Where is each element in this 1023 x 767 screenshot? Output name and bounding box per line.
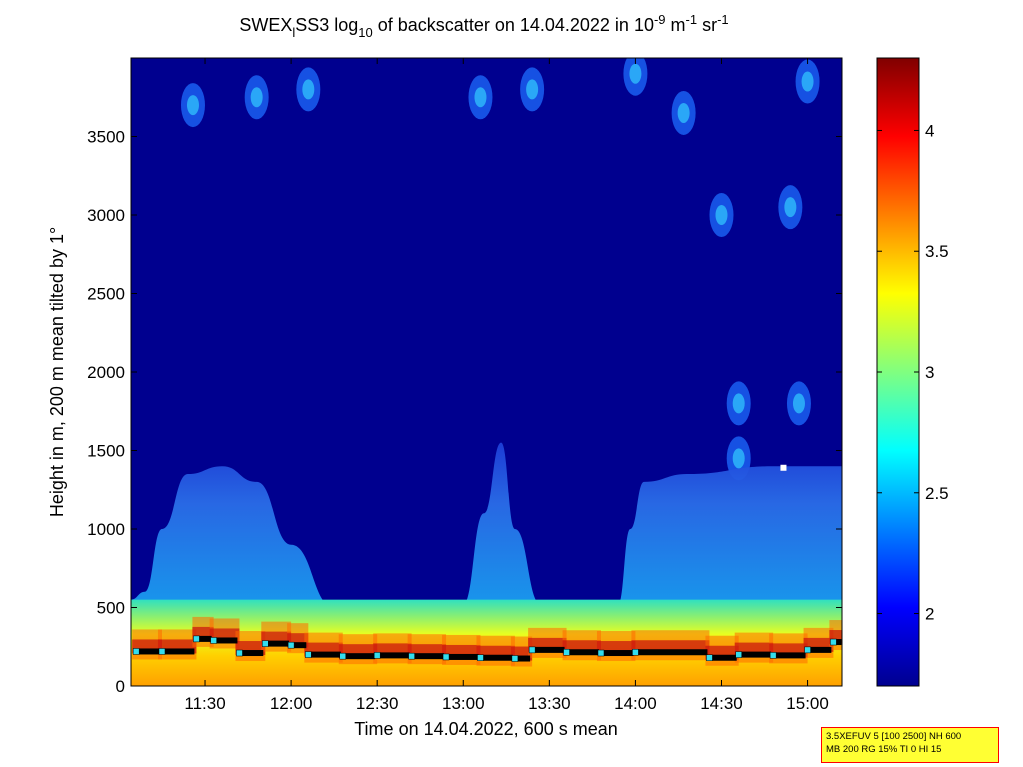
layer-marker	[563, 648, 570, 656]
chart-title: SWEXlSS3 log10 of backscatter on 14.04.2…	[239, 12, 728, 40]
layer-segment	[377, 652, 410, 659]
layer-marker	[597, 649, 605, 657]
y-tick-label: 0	[116, 677, 125, 696]
layer-marker	[132, 648, 140, 655]
layer-segment	[161, 648, 195, 655]
layer-marker	[339, 652, 347, 660]
layer-marker	[262, 640, 269, 647]
colorbar	[876, 57, 920, 687]
colorbar-tick-label: 2	[925, 605, 934, 624]
y-axis: 0 500 1000 1500 2000 2500 3000 3500	[87, 128, 842, 696]
layer-marker	[528, 646, 536, 654]
layer-segment	[480, 654, 513, 661]
cloud-patches	[180, 58, 820, 481]
y-tick-label: 500	[97, 599, 125, 618]
y-tick-label: 1000	[87, 520, 125, 539]
layer-segment	[807, 646, 832, 653]
cloud-patch-core	[302, 79, 315, 100]
cloud-patch-core	[629, 63, 642, 84]
layer-segment	[239, 650, 264, 657]
y-axis-label: Height in m, 200 m mean tilted by 1°	[47, 227, 67, 517]
layer-segment	[342, 653, 376, 660]
cloud-patch-core	[677, 102, 690, 123]
y-tick-label: 3500	[87, 128, 125, 147]
layer-segment	[291, 642, 307, 649]
cloud-patch-core	[801, 71, 814, 92]
cloud-patch-core	[732, 393, 745, 414]
y-tick-label: 2500	[87, 285, 125, 304]
cloud-patch-core	[186, 95, 199, 116]
layer-segment	[532, 646, 565, 653]
layer-segment	[446, 653, 479, 660]
layer-marker	[477, 654, 484, 661]
layer-segment	[635, 649, 708, 656]
layer-segment	[411, 653, 445, 660]
colorbar-tick-label: 3	[925, 363, 934, 382]
x-axis-label: Time on 14.04.2022, 600 s mean	[354, 719, 618, 739]
layer-segment	[136, 648, 160, 655]
layer-segment	[600, 650, 634, 657]
x-axis: 11:30 12:00 12:30 13:00 13:30 14:00 14:30 15:00	[184, 58, 829, 713]
cloud-patch-core	[250, 87, 263, 108]
x-tick-label: 15:00	[786, 694, 829, 713]
cloud-patch-core	[732, 448, 745, 469]
layer-segment	[196, 635, 212, 642]
layer-marker	[706, 654, 713, 661]
colorbar-tick-label: 3.5	[925, 242, 949, 261]
layer-marker	[830, 638, 837, 646]
layer-marker	[769, 652, 777, 659]
layer-marker	[158, 648, 166, 655]
layer-marker	[632, 648, 639, 656]
layer-segment	[773, 652, 806, 659]
heatmap-plot-area	[131, 58, 842, 686]
layer-segment	[709, 654, 737, 661]
layer-marker	[442, 653, 450, 661]
marker-point	[780, 464, 787, 471]
colorbar-tick-label: 2.5	[925, 484, 949, 503]
layer-marker	[804, 646, 811, 654]
x-tick-label: 13:30	[528, 694, 571, 713]
cloud-patch-core	[715, 205, 728, 225]
layer-segment	[213, 637, 238, 644]
x-tick-label: 14:30	[700, 694, 743, 713]
processing-info-box: 3.5XEFUV 5 [100 2500] NH 600 MB 200 RG 1…	[821, 727, 999, 763]
layer-marker	[511, 655, 519, 662]
y-tick-label: 3000	[87, 206, 125, 225]
layer-marker	[287, 641, 295, 649]
y-tick-label: 1500	[87, 442, 125, 461]
x-tick-label: 12:00	[270, 694, 313, 713]
cloud-patch-core	[474, 87, 487, 108]
cloud-patch-core	[792, 393, 805, 414]
cloud-patch-core	[526, 79, 539, 100]
colorbar-ticks: 2 2.5 3 3.5 4	[877, 121, 949, 624]
colorbar-tick-label: 4	[925, 121, 934, 140]
layer-segment	[265, 640, 290, 647]
layer-segment	[308, 651, 341, 658]
layer-segment	[514, 655, 531, 662]
layer-marker	[408, 652, 415, 660]
x-tick-label: 11:30	[184, 694, 225, 713]
x-tick-label: 12:30	[356, 694, 399, 713]
info-line-1: 3.5XEFUV 5 [100 2500] NH 600	[826, 731, 962, 742]
x-tick-label: 13:00	[442, 694, 485, 713]
layer-segment	[566, 649, 599, 656]
y-tick-label: 2000	[87, 363, 125, 382]
layer-marker	[193, 635, 200, 643]
x-tick-label: 14:00	[614, 694, 657, 713]
info-line-2: MB 200 RG 15% TI 0 HI 15	[826, 744, 942, 755]
layer-marker	[305, 651, 312, 658]
layer-segment	[833, 639, 842, 646]
layer-marker	[210, 637, 217, 644]
detected-layer-markers	[132, 635, 842, 662]
cloud-patch-core	[784, 197, 797, 218]
layer-marker	[735, 651, 742, 658]
layer-marker	[236, 649, 243, 657]
layer-segment	[738, 651, 772, 658]
layer-marker	[373, 652, 381, 659]
